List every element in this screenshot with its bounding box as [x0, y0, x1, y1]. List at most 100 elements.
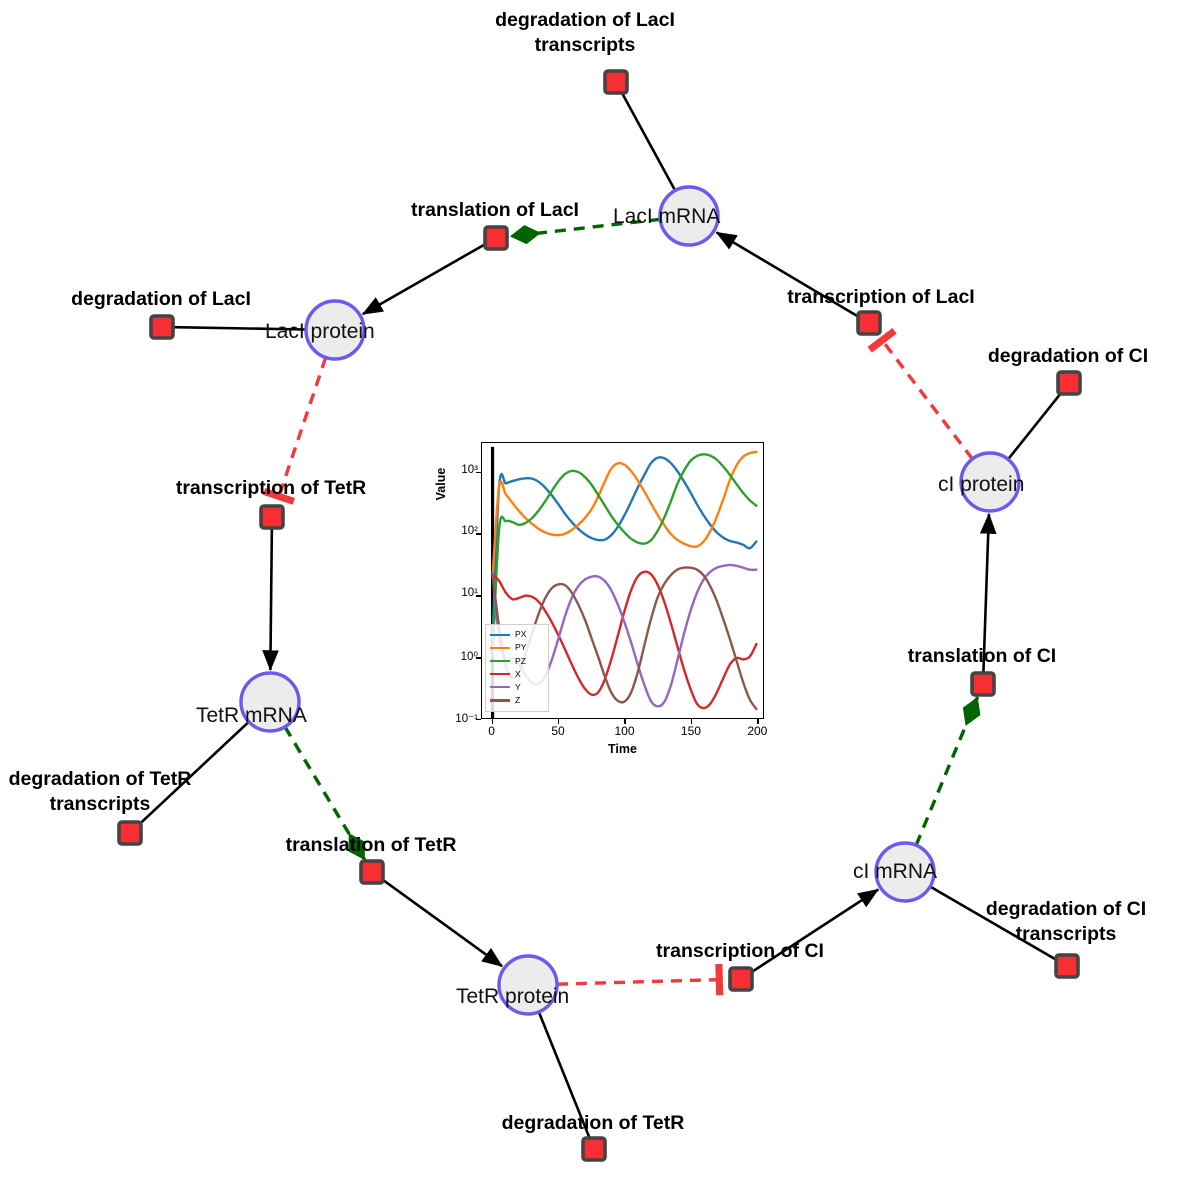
edge-transcr_tetR-to-tetR_mrna [262, 528, 279, 672]
chart-legend: PX PY PZ X Y Z [485, 624, 549, 712]
chart-xtickmark-0 [491, 719, 494, 724]
chart-legend-label-PZ: PZ [515, 655, 526, 666]
chart-ytickmark-3 [476, 533, 481, 535]
chart-legend-swatch-PX [490, 633, 510, 636]
chart-legend-item-PZ: PZ [490, 654, 544, 667]
reaction-node-deg_cI[interactable] [1056, 370, 1082, 396]
species-node-tetR_protein[interactable] [497, 954, 559, 1016]
chart-ytick-4: 10³ [461, 463, 478, 476]
species-node-cI_mrna[interactable] [874, 841, 936, 903]
edge-lacI_mrna-to-transl_lacI [509, 217, 661, 245]
edge-tetR_protein-to-transcr_cI [556, 963, 724, 996]
chart-series-PY [491, 450, 758, 578]
chart-legend-label-PX: PX [515, 629, 527, 640]
inset-timecourse-chart: Value Time 10⁻¹ 10⁰ 10¹ 10² 10³ 0 50 100 150 200… [434, 432, 770, 772]
species-node-lacI_protein[interactable] [304, 299, 366, 361]
reaction-node-deg_lacI_transcripts[interactable] [603, 69, 629, 95]
reaction-node-deg_tetR[interactable] [581, 1136, 607, 1162]
species-label-tetR_mrna: TetR mRNA [196, 704, 307, 727]
chart-series-PZ [491, 453, 758, 658]
edge-transl_tetR-to-tetR_protein [380, 877, 503, 968]
reaction-label-transcr_tetR: transcription of TetR [176, 477, 366, 499]
species-label-cI_protein: cI protein [938, 473, 1024, 496]
chart-series-X [491, 570, 758, 710]
reaction-label-deg_cI: degradation of CI [988, 345, 1148, 367]
chart-xtick-1: 50 [551, 724, 565, 738]
edge-transl_lacI-to-lacI_protein [361, 242, 487, 316]
chart-xtickmark-3 [690, 719, 693, 724]
reaction-label-deg_tetR_transcripts: degradation of TetR transcripts [9, 768, 192, 815]
edge-cI_mrna-to-deg_cI_transcripts [929, 885, 1058, 962]
edge-layer [137, 91, 1063, 1139]
edge-transcr_lacI-to-lacI_mrna [715, 231, 860, 318]
chart-ytickmark-1 [476, 657, 481, 659]
chart-legend-item-X: X [490, 668, 544, 681]
chart-ytick-0: 10⁻¹ [455, 713, 478, 725]
chart-xtick-3: 150 [680, 724, 701, 738]
edge-tetR_mrna-to-transl_tetR [283, 725, 367, 861]
species-node-lacI_mrna[interactable] [658, 185, 720, 247]
reaction-label-deg_lacI_transcripts: degradation of LacI transcripts [495, 9, 675, 56]
species-node-cI_protein[interactable] [959, 451, 1021, 513]
reaction-label-deg_tetR: degradation of TetR [502, 1112, 685, 1134]
chart-ytickmark-0 [476, 719, 481, 721]
chart-legend-label-Z: Z [515, 695, 521, 706]
chart-xtick-2: 100 [614, 724, 635, 738]
chart-xtickmark-4 [757, 719, 759, 724]
chart-xtickmark-1 [558, 719, 560, 724]
chart-ytickmark-4 [476, 471, 481, 473]
species-label-cI_mrna: cI mRNA [853, 860, 937, 883]
species-label-tetR_protein: TetR protein [456, 985, 569, 1008]
chart-legend-swatch-Y [490, 686, 510, 689]
chart-series-svg [490, 446, 758, 718]
label-layer: LacI mRNA LacI protein TetR mRNA TetR prote… [9, 9, 1149, 1134]
reaction-label-transl_cI: translation of CI [908, 645, 1056, 667]
chart-ytickmark-2 [476, 595, 481, 597]
edge-deg_lacI-to-lacI_protein [173, 325, 307, 331]
chart-xtick-4: 200 [747, 724, 768, 738]
edge-lacI_protein-to-transcr_tetR [262, 356, 328, 505]
chart-series-Z [491, 566, 758, 711]
reaction-label-transcr_cI: transcription of CI [656, 940, 824, 962]
chart-ytick-2: 10¹ [461, 587, 478, 600]
chart-legend-label-PY: PY [515, 642, 527, 653]
chart-legend-swatch-PZ [490, 659, 510, 663]
node-layer [117, 69, 1082, 1162]
reaction-node-deg_tetR_transcripts[interactable] [117, 820, 143, 846]
edge-tetR_protein-to-deg_tetR [537, 1011, 591, 1139]
species-node-tetR_mrna[interactable] [239, 671, 301, 733]
edge-deg_cI-to-cI_protein [1007, 391, 1063, 461]
reaction-node-transcr_cI[interactable] [728, 966, 754, 992]
reaction-node-transcr_lacI[interactable] [856, 310, 882, 336]
edge-tetR_mrna-to-deg_tetR_transcripts [137, 720, 250, 826]
chart-legend-swatch-Z [490, 699, 510, 702]
species-label-lacI_mrna: LacI mRNA [613, 205, 720, 228]
reaction-node-transl_tetR[interactable] [359, 859, 385, 885]
edge-cI_mrna-to-transl_cI [914, 696, 981, 846]
reaction-label-deg_cI_transcripts: degradation of CI transcripts [986, 898, 1146, 945]
reaction-node-transl_lacI[interactable] [483, 225, 509, 251]
chart-legend-swatch-PY [490, 646, 510, 649]
chart-legend-label-X: X [515, 668, 521, 679]
edge-transl_cI-to-cI_protein [979, 512, 997, 673]
reaction-label-transcr_lacI: transcription of LacI [787, 286, 974, 308]
species-label-lacI_protein: LacI protein [265, 320, 375, 343]
chart-xtick-0: 0 [488, 724, 495, 738]
reaction-label-transl_tetR: translation of TetR [286, 834, 457, 856]
edge-deg_lacI_transcripts-to-lacI_mrna [620, 91, 677, 192]
reaction-node-deg_lacI[interactable] [149, 314, 175, 340]
chart-legend-item-Y: Y [490, 681, 544, 694]
chart-legend-item-Z: Z [490, 694, 544, 707]
chart-legend-item-PY: PY [490, 641, 544, 654]
reaction-node-deg_cI_transcripts[interactable] [1054, 953, 1080, 979]
reaction-node-transcr_tetR[interactable] [259, 504, 285, 530]
edge-transcr_cI-to-cI_mrna [750, 888, 880, 974]
chart-legend-label-Y: Y [515, 682, 521, 693]
edge-cI_protein-to-transcr_lacI [867, 327, 974, 460]
reaction-node-transl_cI[interactable] [970, 671, 996, 697]
chart-x-axis-label: Time [608, 742, 637, 756]
chart-legend-swatch-X [490, 673, 510, 676]
chart-ytick-1: 10⁰ [460, 651, 478, 664]
